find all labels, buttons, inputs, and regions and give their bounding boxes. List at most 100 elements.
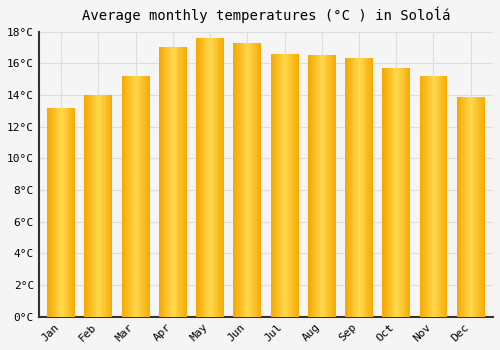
Bar — [296, 54, 298, 317]
Bar — [477, 97, 478, 317]
Bar — [370, 58, 371, 317]
Bar — [87, 95, 88, 317]
Bar — [52, 107, 53, 317]
Bar — [96, 95, 98, 317]
Bar — [249, 43, 250, 317]
Bar — [170, 47, 171, 317]
Bar — [480, 97, 481, 317]
Bar — [404, 68, 406, 317]
Bar — [58, 107, 59, 317]
Bar — [352, 58, 354, 317]
Bar — [130, 76, 131, 317]
Bar — [482, 97, 483, 317]
Bar — [142, 76, 143, 317]
Bar — [400, 68, 401, 317]
Bar — [316, 55, 317, 317]
Bar — [292, 54, 293, 317]
Bar — [92, 95, 93, 317]
Bar — [50, 107, 51, 317]
Bar — [291, 54, 292, 317]
Bar — [382, 68, 383, 317]
Bar — [220, 38, 222, 317]
Bar — [469, 97, 470, 317]
Bar — [479, 97, 480, 317]
Bar — [186, 47, 187, 317]
Bar — [329, 55, 330, 317]
Bar — [213, 38, 214, 317]
Bar — [384, 68, 385, 317]
Bar — [314, 55, 316, 317]
Bar — [438, 76, 439, 317]
Bar — [167, 47, 168, 317]
Bar — [362, 58, 363, 317]
Bar — [94, 95, 96, 317]
Bar — [321, 55, 322, 317]
Bar — [204, 38, 206, 317]
Bar — [388, 68, 389, 317]
Bar — [234, 43, 235, 317]
Bar — [244, 43, 246, 317]
Bar — [208, 38, 209, 317]
Bar — [254, 43, 255, 317]
Bar — [420, 76, 422, 317]
Bar — [272, 54, 274, 317]
Bar — [108, 95, 110, 317]
Bar — [110, 95, 112, 317]
Bar — [236, 43, 237, 317]
Bar — [235, 43, 236, 317]
Bar — [102, 95, 103, 317]
Bar — [91, 95, 92, 317]
Bar — [442, 76, 443, 317]
Bar — [168, 47, 169, 317]
Bar — [432, 76, 434, 317]
Bar — [52, 107, 54, 317]
Bar — [424, 76, 425, 317]
Bar — [476, 97, 477, 317]
Bar — [383, 68, 384, 317]
Bar — [322, 55, 324, 317]
Bar — [218, 38, 220, 317]
Bar — [356, 58, 357, 317]
Bar — [440, 76, 441, 317]
Bar — [428, 76, 429, 317]
Bar — [212, 38, 213, 317]
Bar — [324, 55, 326, 317]
Bar — [483, 97, 484, 317]
Bar — [293, 54, 294, 317]
Bar — [132, 76, 133, 317]
Bar — [360, 58, 361, 317]
Bar — [221, 38, 222, 317]
Bar — [308, 55, 310, 317]
Bar — [260, 43, 262, 317]
Bar — [295, 54, 296, 317]
Bar — [350, 58, 352, 317]
Bar — [74, 107, 75, 317]
Bar — [468, 97, 469, 317]
Bar — [197, 38, 198, 317]
Bar — [240, 43, 241, 317]
Bar — [182, 47, 183, 317]
Bar — [223, 38, 224, 317]
Bar — [371, 58, 372, 317]
Bar — [358, 58, 359, 317]
Title: Average monthly temperatures (°C ) in Soloĺá: Average monthly temperatures (°C ) in So… — [82, 7, 450, 23]
Bar — [47, 107, 48, 317]
Bar — [361, 58, 362, 317]
Bar — [133, 76, 134, 317]
Bar — [389, 68, 390, 317]
Bar — [456, 97, 458, 317]
Bar — [147, 76, 148, 317]
Bar — [385, 68, 386, 317]
Bar — [202, 38, 203, 317]
Bar — [460, 97, 462, 317]
Bar — [174, 47, 176, 317]
Bar — [402, 68, 404, 317]
Bar — [63, 107, 64, 317]
Bar — [65, 107, 66, 317]
Bar — [332, 55, 333, 317]
Bar — [462, 97, 464, 317]
Bar — [210, 38, 211, 317]
Bar — [270, 54, 272, 317]
Bar — [136, 76, 138, 317]
Bar — [54, 107, 56, 317]
